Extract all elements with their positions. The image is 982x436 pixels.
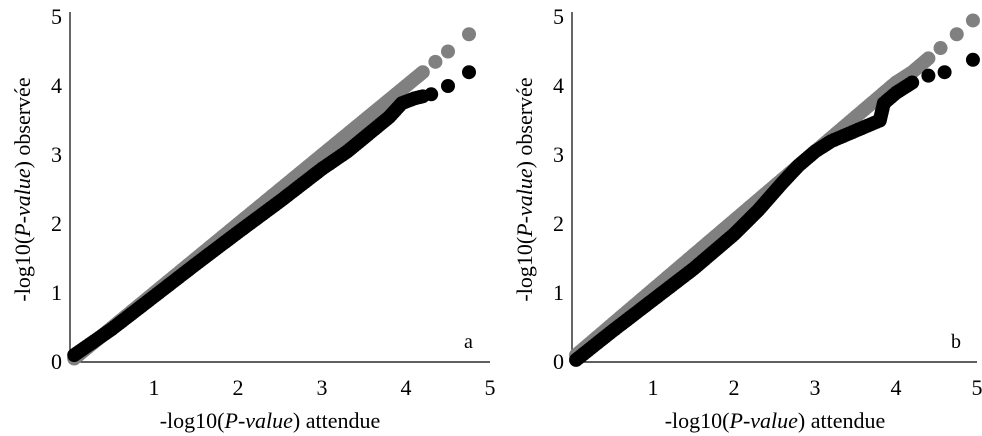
y-tick-label: 3 [553, 142, 564, 167]
y-axis-title: -log10(P-value) observée [512, 77, 537, 301]
data-point [441, 44, 455, 59]
y-tick-label: 4 [51, 73, 62, 98]
y-tick-label: 1 [553, 280, 564, 305]
panel-label: a [464, 331, 473, 353]
y-tick-label: 2 [553, 211, 564, 236]
y-axis-title: -log10(P-value) observée [10, 77, 35, 301]
y-tick-label: 2 [51, 211, 62, 236]
qq-plot-panel-a: 0 1 2 3 4 5 1 2 3 4 5 -log10(P-value) attendue -log1… [10, 4, 496, 433]
y-tick-label: 0 [553, 349, 564, 374]
data-point [441, 79, 455, 93]
data-point [428, 54, 443, 69]
x-tick-label: 5 [972, 375, 982, 400]
data-point [965, 13, 980, 28]
x-tick-label: 1 [149, 375, 160, 400]
x-tick-label: 5 [485, 375, 496, 400]
x-tick-label: 2 [233, 375, 244, 400]
x-tick-label: 3 [810, 375, 821, 400]
data-point [424, 87, 439, 102]
x-tick-label: 1 [648, 375, 659, 400]
x-tick-label: 2 [729, 375, 740, 400]
x-tick-label: 4 [401, 375, 412, 400]
data-point [462, 27, 476, 42]
data-point [949, 27, 964, 42]
x-axis-title: -log10(P-value) attendue [160, 408, 381, 433]
observed-series [569, 52, 980, 367]
x-axis-title: -log10(P-value) attendue [665, 408, 886, 433]
data-point [937, 65, 952, 80]
data-point [921, 68, 936, 83]
data-point [905, 75, 920, 90]
data-point [965, 52, 980, 67]
data-point [921, 51, 936, 66]
observed-series [67, 65, 476, 363]
panel-label: b [951, 331, 961, 353]
data-point [933, 41, 948, 56]
data-point [462, 65, 476, 80]
y-tick-label: 5 [553, 4, 564, 29]
data-point [415, 65, 430, 80]
y-tick-label: 3 [51, 142, 62, 167]
qq-plot-panel-b: 0 1 2 3 4 5 1 2 3 4 5 -log10(P-value) attendue -log1… [512, 4, 982, 433]
x-tick-label: 3 [317, 375, 328, 400]
x-tick-label: 4 [891, 375, 902, 400]
y-tick-label: 1 [51, 280, 62, 305]
y-tick-label: 0 [51, 349, 62, 374]
y-tick-label: 5 [51, 4, 62, 29]
y-tick-label: 4 [553, 73, 564, 98]
